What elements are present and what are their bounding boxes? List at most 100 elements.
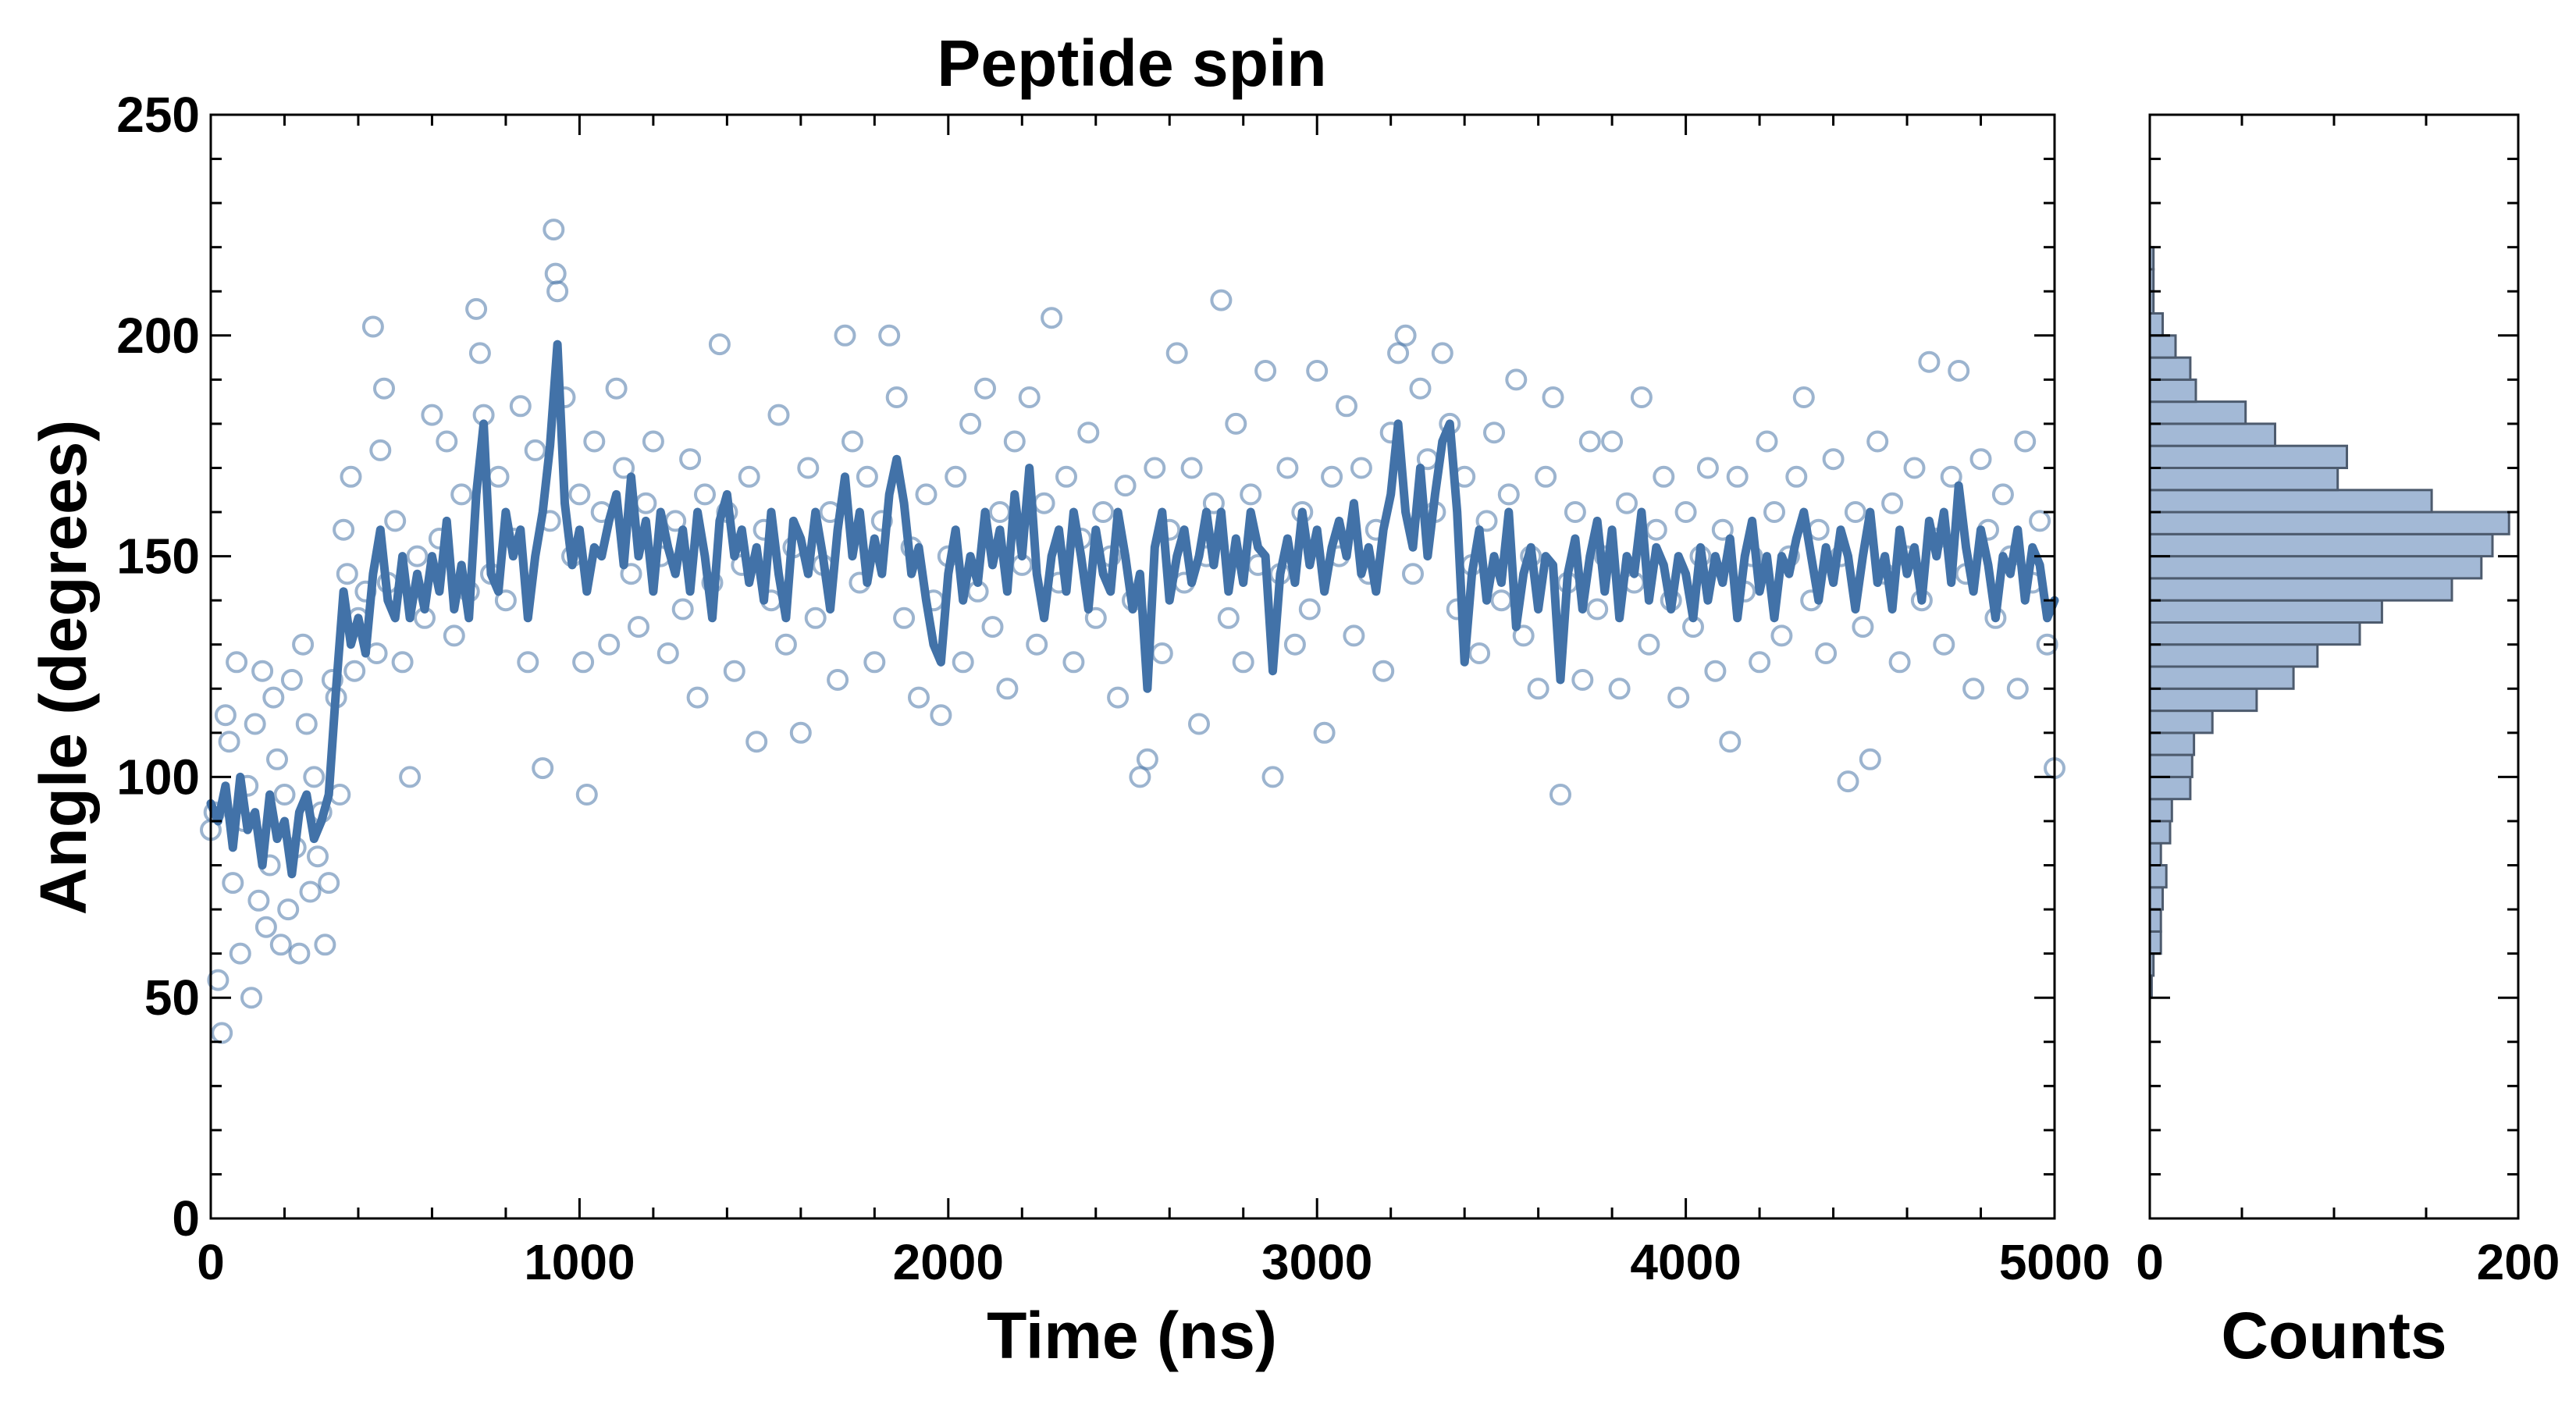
scatter-point <box>1062 651 1085 674</box>
x-tick-label: 4000 <box>1630 1234 1741 1290</box>
scatter-point <box>1336 395 1357 418</box>
scatter-point <box>244 713 266 735</box>
scatter-point <box>694 483 716 506</box>
scatter-point <box>277 898 300 921</box>
scatter-point <box>1232 651 1254 674</box>
scatter-point <box>1933 633 1955 656</box>
scatter-point <box>1165 342 1188 365</box>
scatter-point <box>1940 465 1962 488</box>
scatter-point <box>532 757 554 780</box>
scatter-point <box>361 315 384 338</box>
y-tick-label: 200 <box>116 308 200 364</box>
scatter-point <box>1726 465 1749 488</box>
histogram-bar <box>2148 731 2196 756</box>
scatter-point <box>544 262 567 285</box>
scatter-point <box>1859 748 1881 770</box>
scatter-point <box>1881 492 1904 514</box>
scatter-point <box>1313 721 1336 744</box>
y-tick-label: 250 <box>116 87 200 143</box>
scatter-point <box>333 518 355 541</box>
scatter-point <box>1306 360 1329 382</box>
scatter-point <box>1866 430 1889 453</box>
scatter-point <box>292 633 315 656</box>
scatter-point <box>1387 342 1410 365</box>
scatter-point <box>1240 483 1262 506</box>
scatter-point <box>269 934 292 956</box>
scatter-point <box>572 651 595 674</box>
scatter-point <box>1144 457 1166 479</box>
histogram-bar <box>2148 599 2383 624</box>
histogram-bar <box>2148 753 2194 778</box>
scatter-point <box>774 633 797 656</box>
scatter-point <box>384 510 407 532</box>
scatter-point <box>336 563 358 585</box>
scatter-point <box>266 748 288 770</box>
histogram-bar <box>2148 356 2192 381</box>
scatter-point <box>738 465 760 488</box>
scatter-point <box>1601 430 1624 453</box>
scatter-point <box>996 678 1019 700</box>
scatter-point <box>543 219 565 241</box>
scatter-point <box>509 395 532 418</box>
scatter-point <box>1505 368 1528 391</box>
scatter-point <box>1483 422 1505 444</box>
scatter-point <box>1837 770 1859 793</box>
scatter-point <box>981 616 1004 638</box>
histogram-bar <box>2148 621 2361 646</box>
scatter-point <box>642 430 664 453</box>
scatter-point <box>1638 633 1660 656</box>
scatter-point <box>211 1022 233 1044</box>
scatter-point <box>1003 430 1026 453</box>
scatter-point <box>708 333 731 356</box>
histogram-bar <box>2148 422 2276 447</box>
scatter-point <box>1578 430 1601 453</box>
scatter-point <box>1918 350 1941 373</box>
scatter-point <box>841 430 863 453</box>
scatter-point <box>421 404 443 426</box>
scatter-point <box>468 342 491 365</box>
scatter-point <box>671 598 694 621</box>
scatter-point <box>303 766 326 788</box>
histogram-bar <box>2148 710 2214 735</box>
y-tick-label: 50 <box>144 969 200 1026</box>
scatter-point <box>2036 633 2058 656</box>
scatter-point <box>288 942 311 965</box>
scatter-point <box>1114 475 1137 497</box>
scatter-point <box>247 889 270 912</box>
scatter-point <box>1343 624 1365 647</box>
histogram-bar <box>2148 930 2162 955</box>
scatter-point <box>620 563 642 585</box>
scatter-point <box>1497 483 1520 506</box>
scatter-point <box>1704 660 1727 682</box>
scatter-point <box>1180 457 1203 479</box>
scatter-point <box>1107 686 1130 709</box>
histogram-bar <box>2148 798 2173 823</box>
scatter-point <box>1276 457 1299 479</box>
histogram-bar <box>2148 643 2319 668</box>
histogram-bar <box>2148 908 2162 933</box>
scatter-point <box>1667 686 1690 709</box>
scatter-point <box>1298 598 1321 621</box>
scatter-point <box>1719 731 1742 753</box>
scatter-point <box>1844 501 1866 523</box>
scatter-point <box>436 430 458 453</box>
histogram-bar <box>2148 532 2494 558</box>
scatter-point <box>613 457 635 479</box>
scatter-point <box>827 669 849 691</box>
histogram-bar <box>2148 444 2348 470</box>
x-tick-label: 5000 <box>1999 1234 2110 1290</box>
scatter-point <box>656 642 679 664</box>
scatter-point <box>797 457 820 479</box>
x-axis-label: Time (ns) <box>987 1299 1277 1372</box>
scatter-point <box>1188 713 1210 735</box>
histogram-bar <box>2148 665 2295 690</box>
hist-x-tick-label: 200 <box>2477 1234 2560 1290</box>
scatter-point <box>1512 624 1535 647</box>
scatter-point <box>1041 307 1063 329</box>
scatter-point <box>1202 492 1225 514</box>
scatter-point <box>863 651 886 674</box>
scatter-point <box>222 872 244 895</box>
scatter-point <box>1409 377 1432 400</box>
scatter-point <box>1852 616 1874 638</box>
scatter-point <box>240 987 262 1009</box>
